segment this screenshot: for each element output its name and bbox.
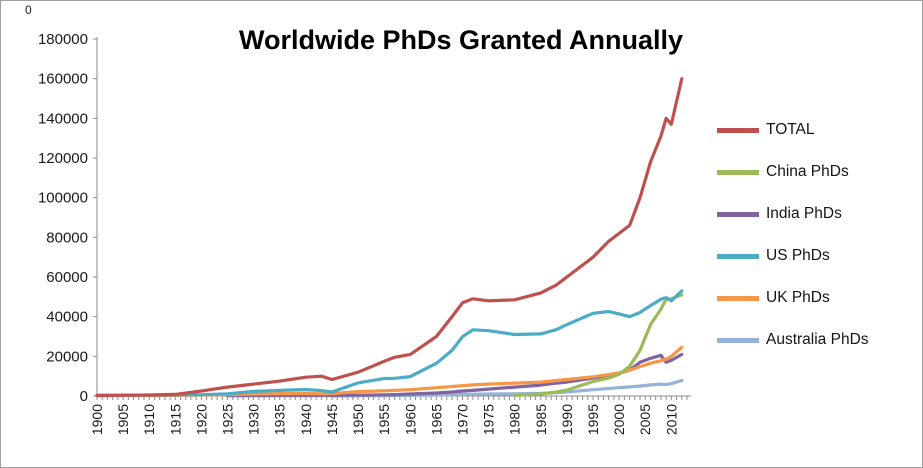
- stray-text: 0: [25, 3, 32, 17]
- series-line-uk-phds: [95, 345, 684, 398]
- x-tick-label: 1985: [533, 404, 549, 435]
- x-tick-label: 1970: [454, 404, 470, 435]
- legend-label: TOTAL: [766, 121, 815, 138]
- series-line-china-phds: [513, 293, 684, 397]
- legend-label: China PhDs: [766, 163, 849, 180]
- legend-swatch: [717, 169, 759, 175]
- y-tick-label: 180000: [38, 31, 88, 48]
- legend-item-us-phds: US PhDs: [717, 245, 869, 267]
- x-tick-label: 2005: [637, 404, 653, 435]
- x-tick-label: 1995: [585, 404, 601, 435]
- legend-item-china-phds: China PhDs: [717, 161, 869, 183]
- y-tick-label: 0: [80, 388, 88, 405]
- x-tick-label: 1930: [246, 404, 262, 435]
- legend-swatch: [717, 295, 759, 301]
- x-tick-label: 1910: [141, 404, 157, 435]
- legend-item-india-phds: India PhDs: [717, 203, 869, 225]
- series-line-india-phds: [225, 352, 684, 398]
- x-tick-label: 1950: [350, 404, 366, 435]
- x-tick-label: 1960: [402, 404, 418, 435]
- x-tick-label: 1905: [115, 404, 131, 435]
- legend-label: UK PhDs: [766, 289, 830, 306]
- y-tick-label: 140000: [38, 110, 88, 127]
- y-tick-label: 160000: [38, 71, 88, 88]
- x-tick-label: 1940: [298, 404, 314, 435]
- legend-item-uk-phds: UK PhDs: [717, 287, 869, 309]
- x-tick-label: 1955: [376, 404, 392, 435]
- y-tick-label: 120000: [38, 150, 88, 167]
- chart-title: Worldwide PhDs Granted Annually: [238, 25, 684, 55]
- x-tick-label: 1945: [324, 404, 340, 435]
- x-tick-label: 1915: [167, 404, 183, 435]
- series-line-us-phds: [95, 289, 684, 397]
- legend-swatch: [717, 337, 759, 343]
- y-tick-label: 40000: [46, 309, 88, 326]
- x-tick-label: 2010: [663, 404, 679, 435]
- x-tick-label: 1900: [89, 404, 105, 435]
- y-axis-ticks: 0 20000 40000 60000 80000 100000 120000 140000 1…: [38, 31, 97, 405]
- legend-item-australia-phds: Australia PhDs: [717, 329, 869, 351]
- x-tick-label: 1975: [481, 404, 497, 435]
- chart-legend: TOTAL China PhDs India PhDs US PhDs UK PhDs A…: [717, 119, 869, 371]
- legend-swatch: [717, 211, 759, 217]
- x-tick-label: 1990: [559, 404, 575, 435]
- x-tick-label: 1980: [507, 404, 523, 435]
- axes: [96, 37, 691, 397]
- y-tick-label: 80000: [46, 229, 88, 246]
- y-tick-label: 100000: [38, 190, 88, 207]
- x-tick-label: 1925: [220, 404, 236, 435]
- y-tick-label: 60000: [46, 269, 88, 286]
- y-tick-label: 20000: [46, 348, 88, 365]
- series-line-total: [95, 77, 684, 397]
- x-tick-label: 1965: [428, 404, 444, 435]
- legend-label: US PhDs: [766, 247, 830, 264]
- x-tick-label: 2000: [611, 404, 627, 435]
- x-tick-label: 1920: [193, 404, 209, 435]
- legend-swatch: [717, 253, 759, 259]
- x-axis-ticks: 1900 1905 1910 1915 1920 1925 1930 1935 1940 1945…: [89, 396, 688, 435]
- x-tick-label: 1935: [272, 404, 288, 435]
- legend-label: India PhDs: [766, 205, 842, 222]
- legend-item-total: TOTAL: [717, 119, 869, 141]
- legend-label: Australia PhDs: [766, 331, 869, 348]
- legend-swatch: [717, 127, 759, 133]
